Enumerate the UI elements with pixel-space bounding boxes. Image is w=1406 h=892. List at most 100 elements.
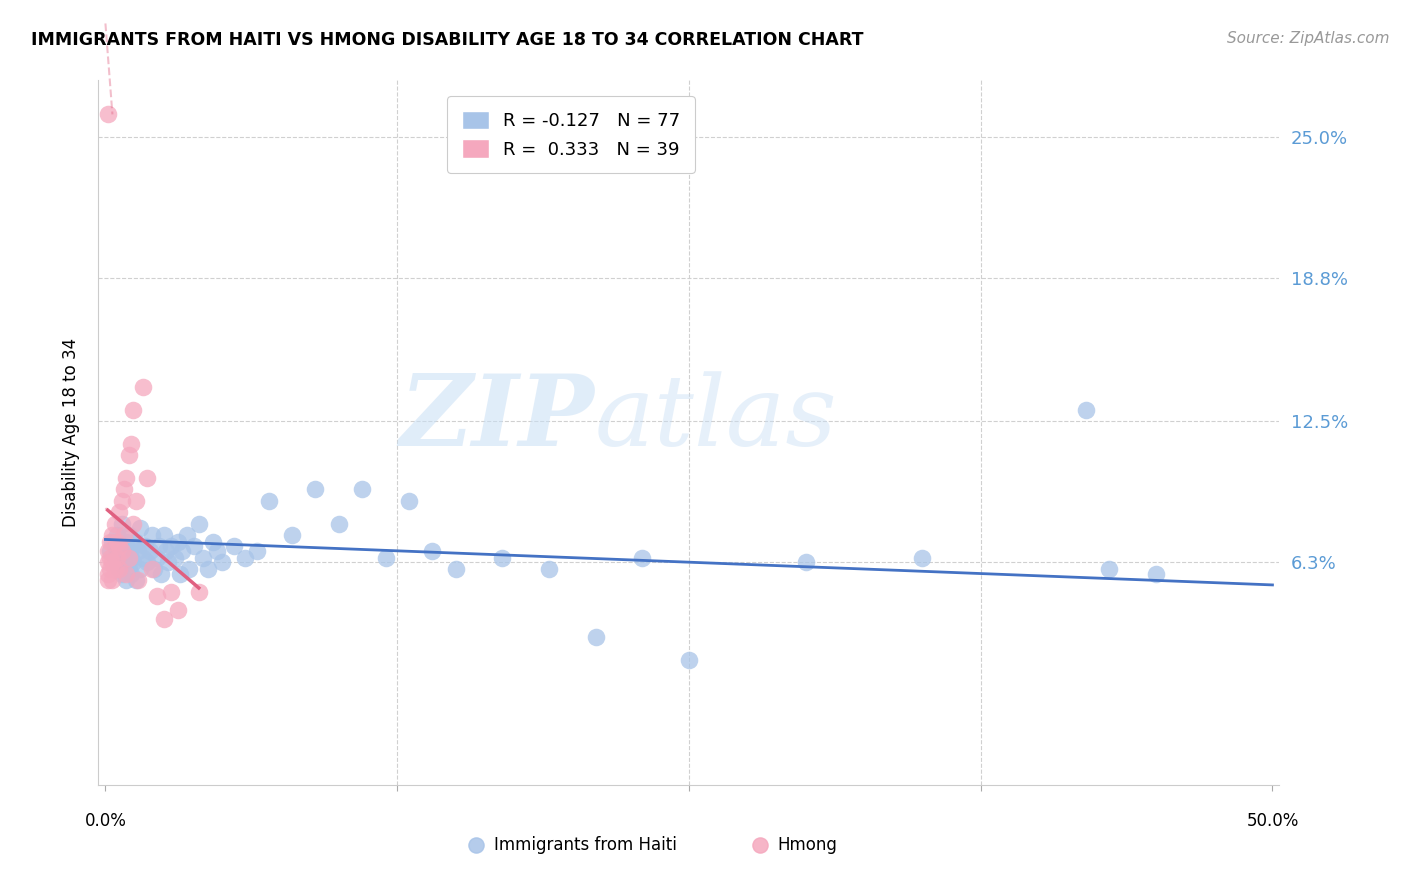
Point bbox=[197, 562, 219, 576]
Point bbox=[105, 528, 128, 542]
Point bbox=[207, 544, 229, 558]
Point bbox=[111, 516, 134, 531]
Point bbox=[105, 555, 128, 569]
Text: 0.0%: 0.0% bbox=[84, 813, 127, 830]
Point bbox=[111, 566, 134, 581]
Point bbox=[105, 544, 128, 558]
Point bbox=[165, 550, 187, 565]
Point bbox=[118, 562, 141, 576]
Point bbox=[129, 562, 152, 576]
Point bbox=[112, 555, 135, 569]
Point bbox=[105, 550, 128, 565]
Point bbox=[134, 539, 156, 553]
Point bbox=[235, 550, 257, 565]
Point bbox=[143, 562, 166, 576]
Point bbox=[98, 534, 121, 549]
Point bbox=[141, 562, 163, 576]
Point bbox=[193, 550, 215, 565]
Point bbox=[120, 566, 142, 581]
Text: IMMIGRANTS FROM HAITI VS HMONG DISABILITY AGE 18 TO 34 CORRELATION CHART: IMMIGRANTS FROM HAITI VS HMONG DISABILIT… bbox=[31, 31, 863, 49]
Point bbox=[108, 539, 131, 553]
Point bbox=[146, 589, 169, 603]
Point bbox=[127, 574, 149, 588]
Point bbox=[157, 555, 180, 569]
Point bbox=[101, 574, 124, 588]
Point bbox=[98, 544, 121, 558]
Point bbox=[112, 528, 135, 542]
Point bbox=[146, 550, 169, 565]
Point bbox=[246, 544, 269, 558]
Point bbox=[105, 534, 128, 549]
Point bbox=[166, 534, 188, 549]
Point bbox=[222, 539, 245, 553]
Text: 50.0%: 50.0% bbox=[1246, 813, 1299, 830]
Point bbox=[631, 550, 654, 565]
Point bbox=[159, 584, 181, 599]
Point bbox=[111, 550, 134, 565]
Point bbox=[125, 574, 148, 588]
Point bbox=[118, 448, 141, 462]
Point bbox=[179, 562, 201, 576]
Point bbox=[136, 555, 159, 569]
Point bbox=[132, 550, 155, 565]
Point bbox=[111, 493, 134, 508]
Point bbox=[201, 534, 224, 549]
Point bbox=[169, 566, 191, 581]
Point bbox=[420, 544, 443, 558]
Point bbox=[152, 528, 174, 542]
Point bbox=[150, 566, 173, 581]
Point bbox=[281, 528, 304, 542]
Text: Immigrants from Haiti: Immigrants from Haiti bbox=[494, 836, 676, 854]
Y-axis label: Disability Age 18 to 34: Disability Age 18 to 34 bbox=[62, 338, 80, 527]
Point bbox=[118, 544, 141, 558]
Point bbox=[537, 562, 560, 576]
Point bbox=[211, 555, 233, 569]
Point bbox=[101, 534, 124, 549]
Point bbox=[104, 562, 127, 576]
Point bbox=[112, 483, 135, 497]
Point bbox=[112, 544, 135, 558]
Point bbox=[101, 528, 124, 542]
Point bbox=[187, 584, 209, 599]
Text: ZIP: ZIP bbox=[399, 370, 595, 467]
Point bbox=[328, 516, 350, 531]
Point bbox=[118, 550, 141, 565]
Point bbox=[122, 555, 145, 569]
Point bbox=[159, 539, 181, 553]
Point bbox=[136, 471, 159, 485]
Point bbox=[129, 521, 152, 535]
Point bbox=[127, 544, 149, 558]
Point bbox=[152, 612, 174, 626]
Point bbox=[112, 539, 135, 553]
Point bbox=[120, 437, 142, 451]
Point bbox=[104, 516, 127, 531]
Point bbox=[678, 653, 700, 667]
Point bbox=[98, 550, 121, 565]
Point bbox=[108, 534, 131, 549]
Text: atlas: atlas bbox=[595, 371, 837, 467]
Point bbox=[132, 380, 155, 394]
Point bbox=[97, 574, 120, 588]
Point bbox=[108, 562, 131, 576]
Point bbox=[118, 528, 141, 542]
Text: Hmong: Hmong bbox=[778, 836, 838, 854]
Point bbox=[304, 483, 326, 497]
Point bbox=[101, 555, 124, 569]
Point bbox=[115, 471, 138, 485]
Point bbox=[111, 544, 134, 558]
Point bbox=[148, 539, 170, 553]
Text: Source: ZipAtlas.com: Source: ZipAtlas.com bbox=[1226, 31, 1389, 46]
Point bbox=[139, 544, 162, 558]
Point bbox=[122, 539, 145, 553]
Point bbox=[115, 574, 138, 588]
Point bbox=[115, 534, 138, 549]
Point bbox=[98, 562, 121, 576]
Point bbox=[176, 528, 198, 542]
Point bbox=[104, 539, 127, 553]
Point bbox=[257, 493, 280, 508]
Point bbox=[97, 566, 120, 581]
Point bbox=[122, 403, 145, 417]
Point bbox=[444, 562, 467, 576]
Point bbox=[1144, 566, 1167, 581]
Point bbox=[172, 544, 194, 558]
